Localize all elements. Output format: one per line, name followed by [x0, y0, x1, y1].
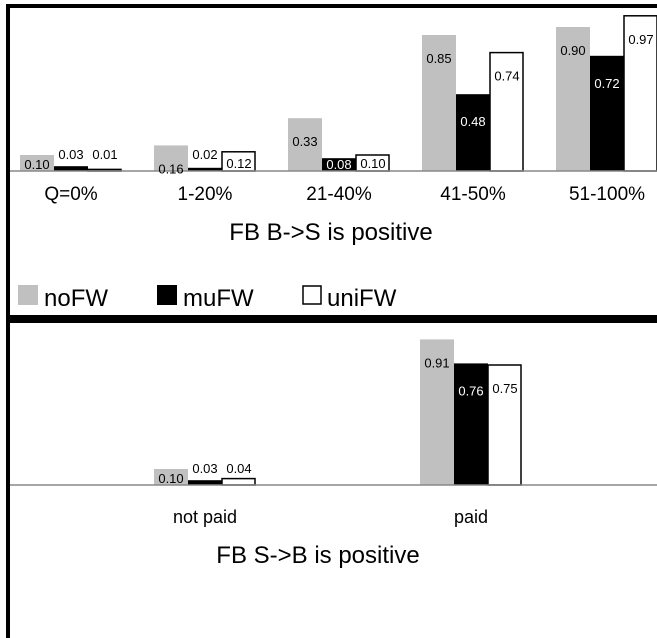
- tick-label-3: 41-50%: [440, 184, 506, 205]
- panel-frames: [6, 4, 657, 638]
- data-label-mufw-0: 0.03: [192, 461, 217, 476]
- data-label-mufw-2: 0.08: [326, 157, 351, 172]
- legend-swatch-unifw: [302, 285, 322, 305]
- data-label-nofw-2: 0.33: [292, 134, 317, 149]
- legend-swatch-nofw: [18, 285, 38, 305]
- bar-unifw-0: [221, 477, 256, 486]
- data-label-nofw-0: 0.10: [158, 471, 183, 486]
- tick-label-1: 1-20%: [178, 184, 233, 205]
- data-label-mufw-3: 0.48: [460, 114, 485, 129]
- tick-label-4: 51-100%: [569, 184, 645, 205]
- bar-nofw-0: [20, 155, 54, 171]
- data-label-nofw-1: 0.16: [158, 161, 183, 176]
- data-label-mufw-0: 0.03: [58, 147, 83, 162]
- top-data-labels: 0.10 0.03 0.01 0.16 0.02 0.12 0.33 0.08 0.10 0.85…: [24, 32, 653, 177]
- bar-nofw-1: [420, 339, 454, 485]
- top-chart-title: FB B->S is positive: [229, 219, 432, 246]
- bar-nofw-1: [154, 145, 188, 171]
- bar-unifw-4: [623, 15, 657, 172]
- chart-bottom: 0.10 0.03 0.04 0.91 0.76 0.75 not paid paid FB…: [10, 339, 657, 569]
- bottom-data-labels: 0.10 0.03 0.04 0.91 0.76 0.75: [158, 355, 517, 486]
- data-label-unifw-1: 0.12: [226, 156, 251, 171]
- bar-nofw-0: [154, 469, 188, 485]
- data-label-unifw-0: 0.01: [92, 147, 117, 162]
- data-label-nofw-1: 0.91: [424, 355, 449, 370]
- data-label-mufw-1: 0.76: [458, 383, 483, 398]
- bottom-tick-labels: not paid paid: [173, 507, 488, 527]
- bar-mufw-2: [322, 158, 356, 171]
- bar-mufw-1: [188, 167, 222, 171]
- bar-mufw-4: [590, 55, 624, 171]
- legend-swatch-mufw: [157, 285, 177, 305]
- bar-mufw-3: [456, 94, 490, 171]
- bar-nofw-4: [556, 27, 590, 171]
- data-label-unifw-0: 0.04: [226, 461, 251, 476]
- data-label-nofw-3: 0.85: [426, 51, 451, 66]
- legend-label-nofw: noFW: [44, 285, 108, 312]
- data-label-nofw-4: 0.90: [560, 43, 585, 58]
- bar-mufw-1: [454, 363, 488, 485]
- data-label-unifw-3: 0.74: [494, 69, 519, 84]
- bottom-bars: [154, 339, 522, 486]
- data-label-nofw-0: 0.10: [24, 157, 49, 172]
- data-label-unifw-4: 0.97: [628, 32, 653, 47]
- legend-label-unifw: uniFW: [327, 285, 397, 312]
- tick-label-1: paid: [454, 507, 488, 527]
- bottom-panel-frame: [6, 319, 657, 638]
- legend: noFW muFW uniFW: [18, 285, 397, 312]
- bar-nofw-2: [288, 118, 322, 171]
- top-panel-frame: [6, 4, 657, 319]
- top-bars: [20, 15, 657, 172]
- data-label-unifw-1: 0.75: [492, 381, 517, 396]
- legend-label-mufw: muFW: [183, 285, 254, 312]
- tick-label-0: not paid: [173, 507, 237, 527]
- data-label-mufw-1: 0.02: [192, 147, 217, 162]
- top-tick-labels: Q=0% 1-20% 21-40% 41-50% 51-100%: [44, 184, 645, 205]
- bottom-chart-title: FB S->B is positive: [216, 542, 419, 569]
- tick-label-2: 21-40%: [306, 184, 372, 205]
- tick-label-0: Q=0%: [44, 184, 97, 205]
- bar-unifw-1: [487, 364, 522, 486]
- chart-top: 0.10 0.03 0.01 0.16 0.02 0.12 0.33 0.08 0.10 0.85…: [10, 15, 657, 246]
- data-label-unifw-2: 0.10: [360, 156, 385, 171]
- bar-nofw-3: [422, 35, 456, 171]
- bar-mufw-0: [188, 480, 222, 485]
- data-label-mufw-4: 0.72: [594, 76, 619, 91]
- bar-mufw-0: [54, 166, 88, 171]
